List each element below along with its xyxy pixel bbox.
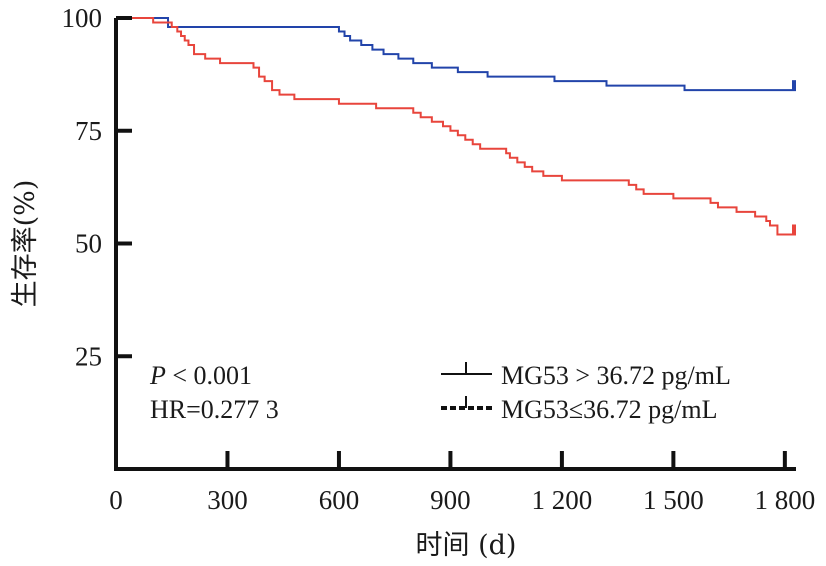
plot-lines [116, 17, 796, 236]
x-tick-label: 0 [109, 485, 123, 515]
x-axis-title: 时间 (d) [416, 530, 517, 561]
axes: 25 50 75 100 0 300 600 900 1 200 1 500 1 800 [62, 3, 816, 515]
y-tick-label: 50 [75, 229, 102, 259]
hazard-ratio-annotation: HR=0.277 3 [150, 395, 279, 424]
p-value-symbol: P [149, 361, 166, 390]
x-tick-label: 300 [207, 485, 248, 515]
p-value-text: < 0.001 [166, 361, 252, 390]
x-tick-label: 1 500 [643, 485, 704, 515]
legend-label-low: MG53≤36.72 pg/mL [501, 395, 718, 424]
legend: MG53 > 36.72 pg/mL MG53≤36.72 pg/mL [441, 361, 731, 424]
y-axis-title: 生存率(%) [10, 180, 41, 308]
series-line-low [116, 17, 796, 236]
y-ticks: 25 50 75 100 [62, 3, 132, 371]
legend-item-high: MG53 > 36.72 pg/mL [441, 361, 731, 390]
y-tick-label: 75 [75, 116, 102, 146]
x-ticks: 0 300 600 900 1 200 1 500 1 800 [109, 451, 815, 515]
y-tick-label: 100 [62, 3, 103, 33]
legend-item-low: MG53≤36.72 pg/mL [441, 395, 718, 424]
p-value-annotation: P < 0.001 [149, 361, 252, 390]
y-tick-label: 25 [75, 341, 102, 371]
legend-label-high: MG53 > 36.72 pg/mL [501, 361, 731, 390]
series-line-high [116, 17, 796, 92]
x-tick-label: 600 [319, 485, 360, 515]
x-tick-label: 1 800 [754, 485, 815, 515]
x-tick-label: 1 200 [532, 485, 593, 515]
x-tick-label: 900 [430, 485, 471, 515]
